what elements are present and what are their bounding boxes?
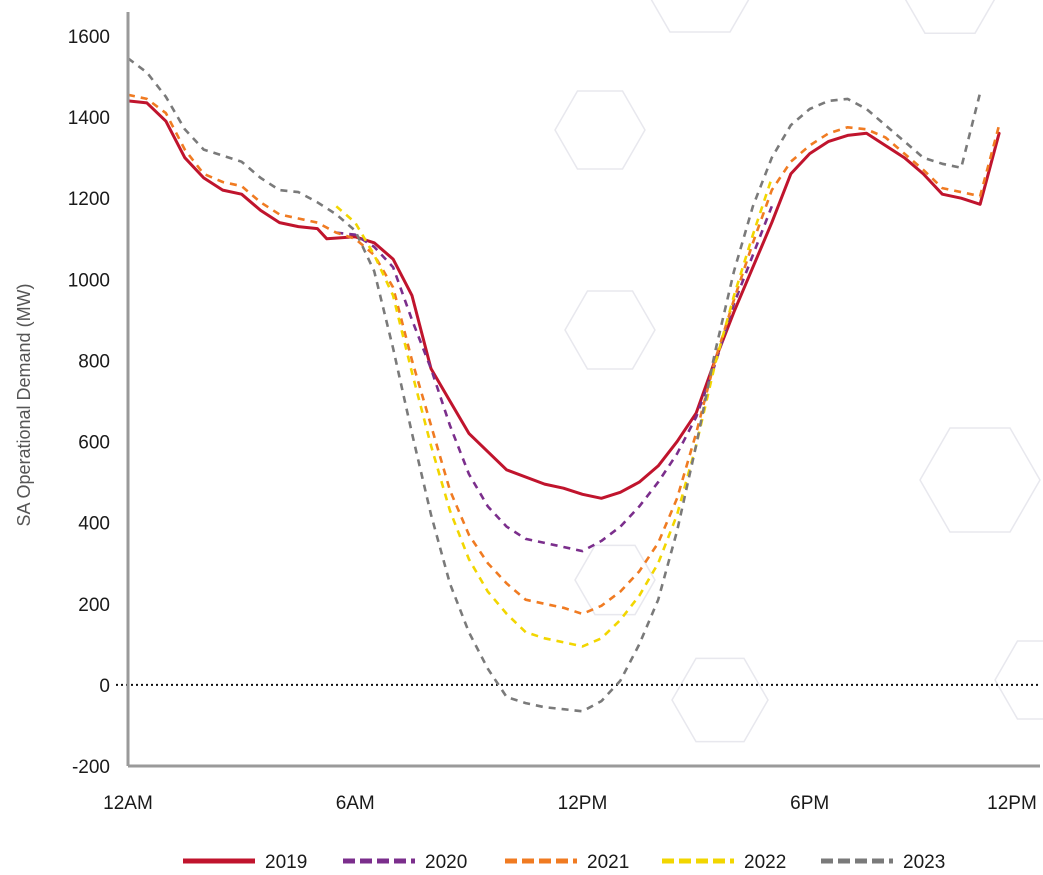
legend-label-2019: 2019 — [265, 852, 307, 873]
y-axis-tick-labels: 1600 1400 1200 1000 800 600 400 200 0 -200 — [68, 27, 110, 778]
x-tick-label: 6PM — [790, 793, 829, 814]
legend: 2019 2020 2021 2022 2023 — [183, 852, 945, 873]
legend-label-2023: 2023 — [903, 852, 945, 873]
series-line-2023 — [127, 57, 982, 713]
hexagon-decoration — [671, 657, 769, 743]
y-axis-label: SA Operational Demand (MW) — [14, 283, 34, 526]
hexagon-decoration — [919, 427, 1041, 533]
y-tick-label: 600 — [78, 433, 110, 454]
hexagon-decoration — [650, 0, 750, 33]
x-tick-label: 12AM — [103, 793, 153, 814]
hexagon-decoration — [904, 0, 996, 35]
legend-label-2021: 2021 — [587, 852, 629, 873]
y-tick-label: 800 — [78, 351, 110, 372]
y-tick-label: 1200 — [68, 189, 110, 210]
y-tick-label: 0 — [99, 676, 110, 697]
series-line-2021 — [127, 93, 1001, 616]
y-tick-label: -200 — [72, 757, 110, 778]
series-line-2019 — [126, 99, 1001, 500]
hexagon-pattern-background — [554, 0, 1043, 743]
series-line-2022 — [335, 177, 774, 648]
x-tick-label: 6AM — [336, 793, 375, 814]
x-tick-label: 12PM — [987, 793, 1037, 814]
x-tick-label: 12PM — [558, 793, 608, 814]
y-tick-label: 1000 — [68, 270, 110, 291]
series-lines — [126, 57, 1001, 713]
legend-label-2020: 2020 — [425, 852, 467, 873]
hexagon-decoration — [554, 90, 646, 170]
y-tick-label: 1400 — [68, 108, 110, 129]
hexagon-decoration — [994, 640, 1043, 720]
y-tick-label: 400 — [78, 514, 110, 535]
y-tick-label: 1600 — [68, 27, 110, 48]
y-tick-label: 200 — [78, 595, 110, 616]
legend-label-2022: 2022 — [744, 852, 786, 873]
series-line-2020 — [336, 205, 774, 553]
hexagon-decoration — [564, 290, 656, 370]
hexagon-decoration — [574, 544, 656, 616]
x-axis-tick-labels: 12AM 6AM 12PM 6PM 12PM — [103, 793, 1037, 814]
